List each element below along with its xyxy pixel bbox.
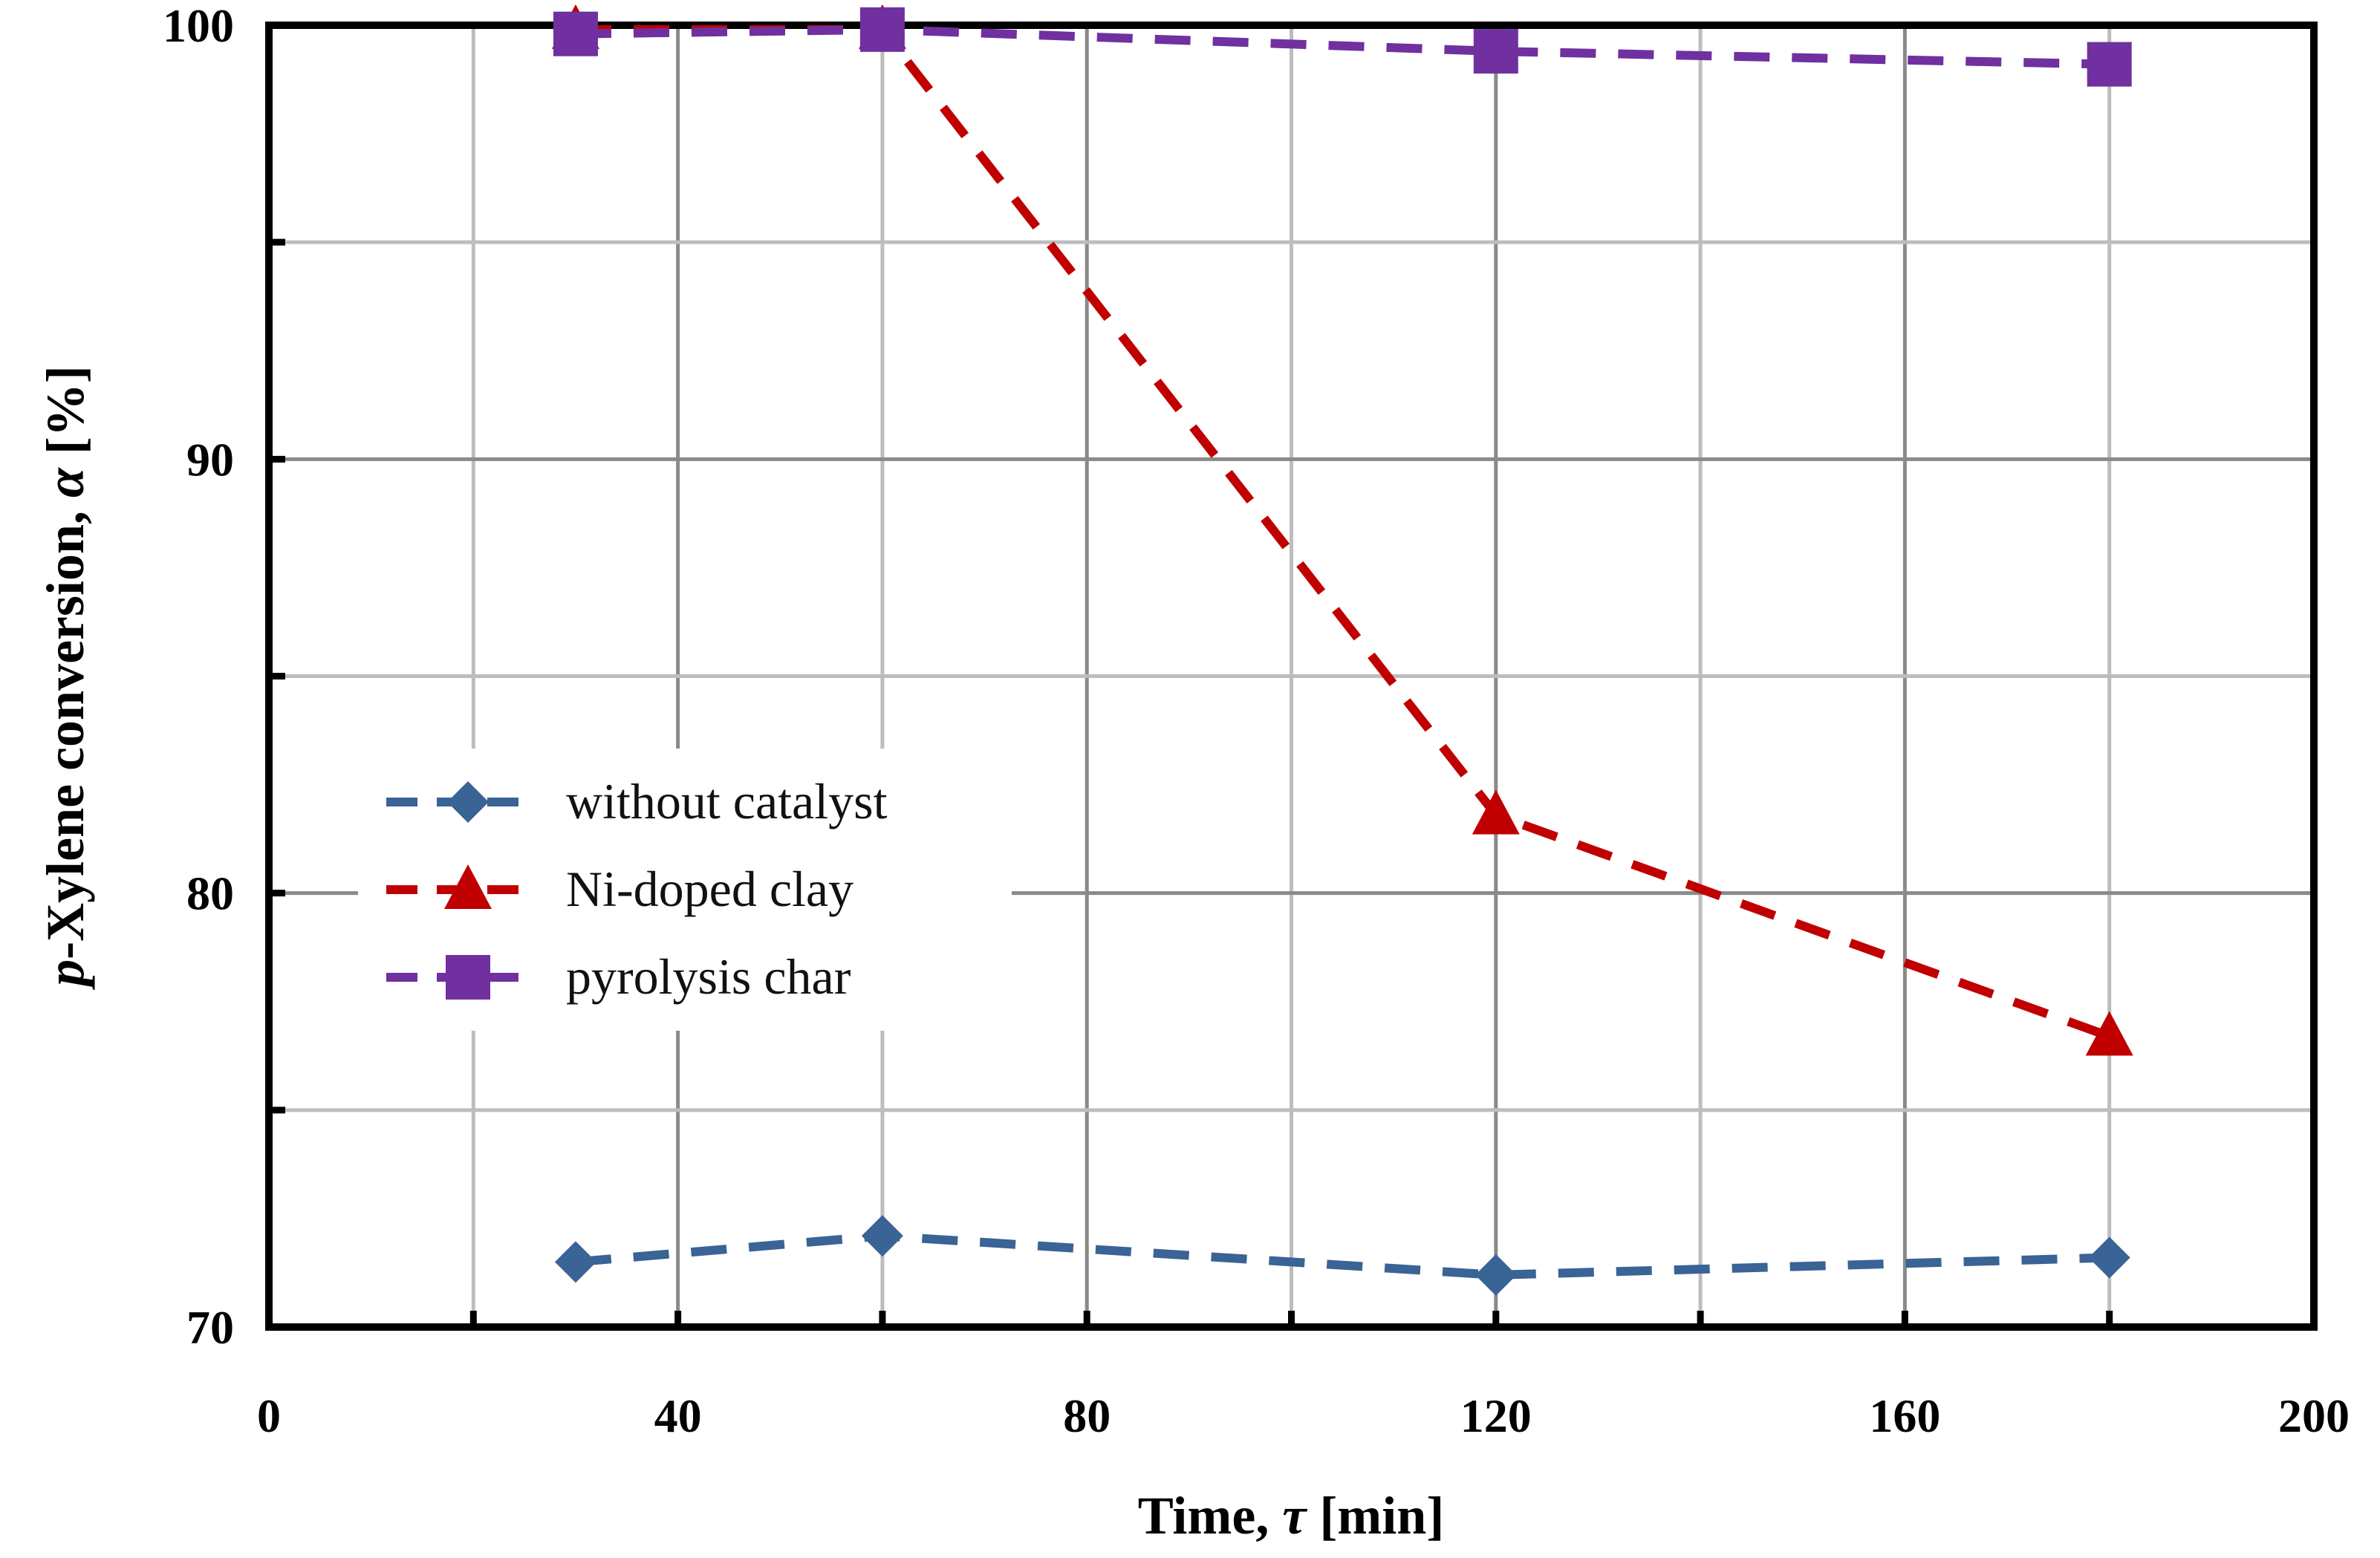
legend-label: Ni-doped clay (566, 861, 854, 917)
data-point (859, 7, 905, 52)
series-pyrolysis-char (553, 7, 2132, 87)
y-axis-tick-labels: 70 80 90 100 (163, 0, 234, 1354)
y-tick-label: 90 (186, 433, 234, 486)
data-point (2088, 1236, 2130, 1279)
legend-entry: without catalyst (386, 773, 888, 829)
x-tick-label: 80 (1063, 1389, 1111, 1442)
data-point (1475, 1254, 1517, 1296)
series-line (575, 25, 2110, 69)
legend-label: without catalyst (566, 773, 888, 829)
plot-frame (265, 22, 2318, 1331)
legend-marker (444, 864, 492, 909)
data-point (553, 11, 598, 56)
y-tick-label: 100 (163, 0, 234, 52)
data-point (2085, 1011, 2133, 1056)
x-tick-label: 40 (654, 1389, 702, 1442)
grid-lines (269, 25, 2314, 1327)
legend-label: pyrolysis char (566, 948, 851, 1005)
data-point (2087, 42, 2132, 87)
legend-entry: pyrolysis char (386, 948, 851, 1005)
legend-entry: Ni-doped clay (386, 861, 854, 917)
x-axis-tick-labels: 0 40 80 120 160 200 (257, 1389, 2350, 1442)
data-point (861, 1215, 903, 1257)
data-point (554, 1241, 596, 1283)
x-tick-label: 160 (1869, 1389, 1940, 1442)
data-point (1472, 789, 1520, 835)
x-tick-label: 200 (2278, 1389, 2350, 1442)
series-line (575, 25, 2111, 1041)
legend-marker (446, 955, 490, 1000)
x-axis-title: Time, τ [min] (1138, 1486, 1445, 1545)
series-without-catalyst (554, 1215, 2130, 1296)
x-tick-label: 120 (1460, 1389, 1532, 1442)
legend-marker (447, 781, 489, 823)
y-tick-label: 70 (186, 1301, 234, 1354)
y-tick-label: 80 (186, 867, 234, 920)
x-tick-label: 0 (257, 1389, 281, 1442)
legend: without catalyst Ni-doped clay pyrolysis c… (358, 749, 1012, 1031)
series-line (575, 1231, 2110, 1280)
y-axis-title: p-Xylene conversion, α [%] (36, 365, 95, 991)
data-point (1473, 29, 1518, 74)
series-layer (551, 4, 2133, 1296)
